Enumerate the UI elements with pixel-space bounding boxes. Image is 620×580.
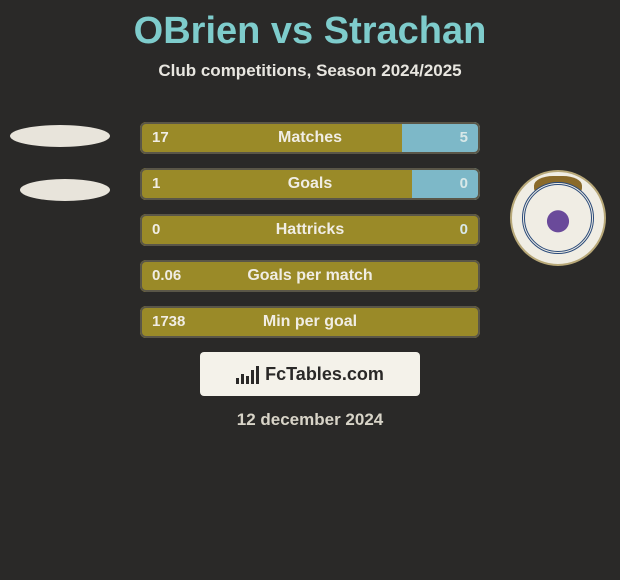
bar-value-right: 0	[460, 168, 468, 200]
bar-label: Min per goal	[140, 306, 480, 338]
fctables-logo: FcTables.com	[200, 352, 420, 396]
club-badge-icon	[510, 170, 606, 266]
icon-bar	[256, 366, 259, 384]
date-text: 12 december 2024	[0, 410, 620, 430]
bar-matches: 17 Matches 5	[140, 122, 480, 154]
player-right-badge	[510, 170, 610, 270]
chart-bars-icon	[236, 364, 259, 384]
bar-goals: 1 Goals 0	[140, 168, 480, 200]
bar-value-right: 5	[460, 122, 468, 154]
comparison-bars: 17 Matches 5 1 Goals 0 0 Hattricks 0 0.0…	[140, 122, 480, 352]
icon-bar	[241, 374, 244, 384]
bar-goals-per-match: 0.06 Goals per match	[140, 260, 480, 292]
bar-label: Goals	[140, 168, 480, 200]
avatar-placeholder-shape	[20, 179, 110, 201]
logo-text: FcTables.com	[265, 364, 384, 385]
player-left-avatar	[10, 115, 110, 215]
icon-bar	[251, 370, 254, 384]
bar-label: Hattricks	[140, 214, 480, 246]
avatar-placeholder-shape	[10, 125, 110, 147]
subtitle: Club competitions, Season 2024/2025	[0, 61, 620, 81]
bar-value-right: 0	[460, 214, 468, 246]
bar-label: Goals per match	[140, 260, 480, 292]
icon-bar	[236, 378, 239, 384]
bar-label: Matches	[140, 122, 480, 154]
bar-min-per-goal: 1738 Min per goal	[140, 306, 480, 338]
page-title: OBrien vs Strachan	[0, 0, 620, 53]
icon-bar	[246, 376, 249, 384]
bar-hattricks: 0 Hattricks 0	[140, 214, 480, 246]
thistle-icon	[522, 182, 594, 254]
